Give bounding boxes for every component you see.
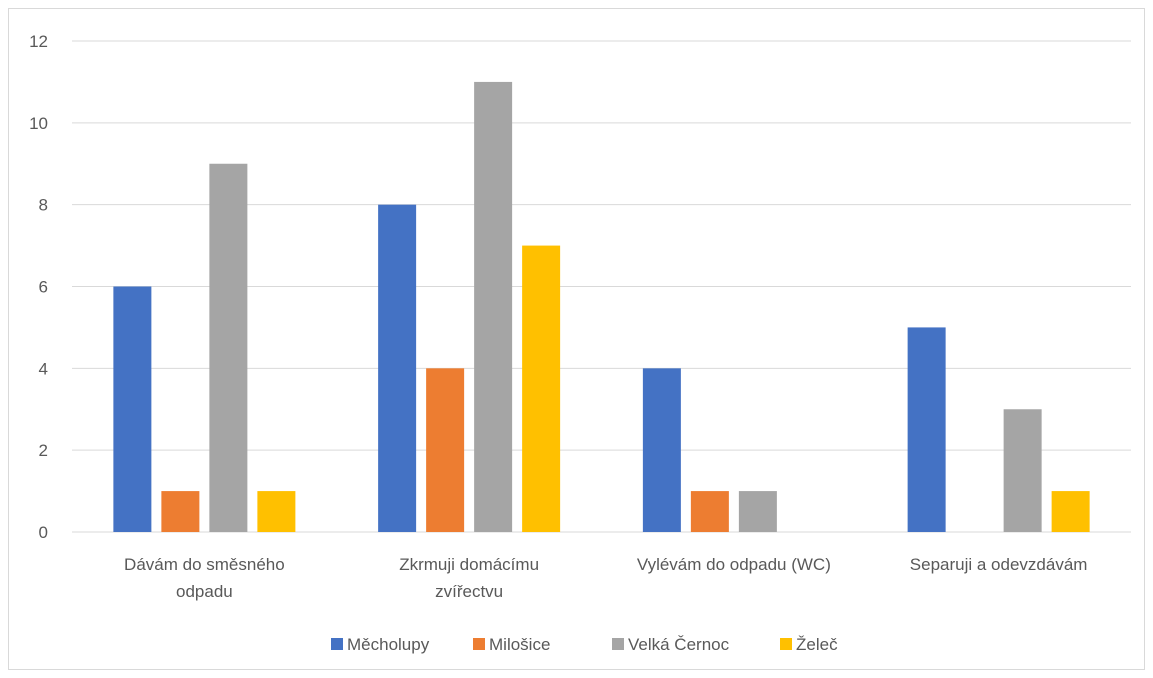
bar-milošice (690, 491, 729, 532)
bar-měcholupy (907, 327, 946, 532)
x-category-label: odpadu (176, 582, 233, 601)
y-tick-label: 6 (39, 278, 48, 297)
bar-želeč (522, 245, 561, 533)
y-tick-label: 8 (39, 196, 48, 215)
bar-měcholupy (642, 368, 681, 532)
bar-želeč (257, 491, 296, 532)
x-category-label: Zkrmuji domácímu (399, 555, 539, 574)
y-axis-tick-labels: 0 2 4 6 8 10 12 (29, 32, 48, 542)
bar-milošice (426, 368, 465, 532)
legend-swatch (331, 638, 343, 650)
bar-velká-černoc (209, 163, 248, 532)
y-tick-label: 4 (39, 359, 48, 378)
bars (113, 81, 1090, 533)
legend-label: Želeč (796, 635, 838, 654)
x-category-label: Vylévám do odpadu (WC) (637, 555, 831, 574)
x-axis-category-labels: Dávám do směsného odpadu Zkrmuji domácímu z… (124, 555, 1087, 601)
bar-měcholupy (113, 286, 152, 532)
legend-label: Měcholupy (347, 635, 430, 654)
y-tick-label: 12 (29, 32, 48, 51)
legend: Měcholupy Milošice Velká Černoc Želeč (331, 635, 838, 654)
y-tick-label: 0 (39, 523, 48, 542)
bar-měcholupy (378, 204, 417, 532)
legend-label: Velká Černoc (628, 635, 730, 654)
bar-milošice (161, 491, 200, 532)
y-tick-label: 2 (39, 441, 48, 460)
x-category-label: Dávám do směsného (124, 555, 285, 574)
bar-velká-černoc (1003, 409, 1042, 532)
gridlines (72, 40, 1131, 533)
x-category-label: Separuji a odevzdávám (910, 555, 1088, 574)
legend-swatch (473, 638, 485, 650)
bar-velká-černoc (738, 491, 777, 532)
legend-swatch (612, 638, 624, 650)
chart-frame (8, 8, 1145, 670)
legend-swatch (780, 638, 792, 650)
legend-label: Milošice (489, 635, 550, 654)
bar-želeč (1051, 491, 1090, 532)
y-tick-label: 10 (29, 114, 48, 133)
bar-velká-černoc (474, 81, 513, 533)
x-category-label: zvířectvu (435, 582, 503, 601)
